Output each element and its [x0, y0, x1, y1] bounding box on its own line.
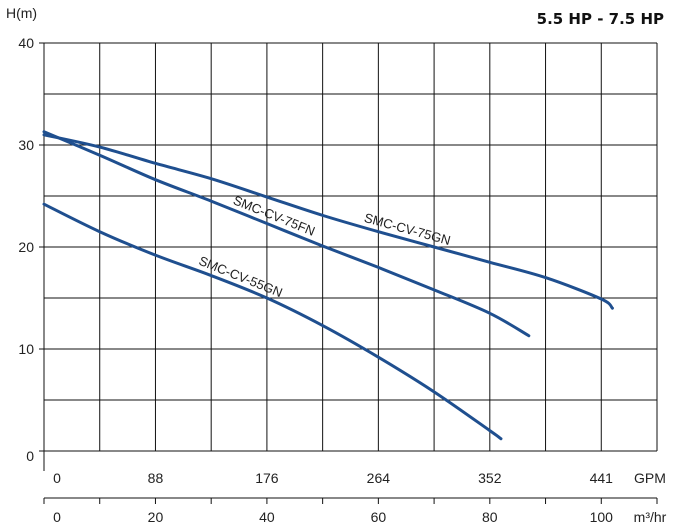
m3-tick-label: 60 — [371, 509, 387, 525]
gpm-tick-label: 176 — [255, 470, 279, 486]
m3-tick-label: 100 — [590, 509, 614, 525]
gpm-tick-label: 0 — [53, 470, 61, 486]
y-axis-label: H(m) — [6, 5, 37, 21]
curve-smc-cv-55gn — [42, 202, 503, 441]
gpm-tick-label: 352 — [478, 470, 502, 486]
grid-lines — [39, 42, 658, 452]
gpm-tick-label: 88 — [148, 470, 164, 486]
curve-label-smc-cv-75gn: SMC-CV-75GN — [363, 210, 453, 248]
y-tick-label: 40 — [18, 35, 34, 51]
m3-tick-label: 0 — [53, 509, 61, 525]
chart-title: 5.5 HP - 7.5 HP — [537, 10, 664, 28]
m3-tick-label: 40 — [259, 509, 275, 525]
performance-curves — [42, 130, 614, 441]
curve-smc-cv-75gn — [42, 133, 614, 310]
m3-axis-label: m³/hr — [634, 509, 667, 525]
y-tick-label: 0 — [26, 448, 34, 464]
m3-tick-label: 20 — [148, 509, 164, 525]
curve-smc-cv-75fn — [42, 130, 531, 338]
gpm-axis-label: GPM — [634, 470, 666, 486]
tick-labels: 0 10 20 30 40 0 88 176 264 352 441 GPM 0 20 40 60 80 100 m… — [18, 35, 666, 525]
gpm-tick-label: 441 — [590, 470, 614, 486]
y-tick-label: 20 — [18, 239, 34, 255]
gpm-tick-label: 264 — [367, 470, 391, 486]
m3-tick-label: 80 — [482, 509, 498, 525]
y-tick-label: 30 — [18, 137, 34, 153]
y-tick-label: 10 — [18, 341, 34, 357]
